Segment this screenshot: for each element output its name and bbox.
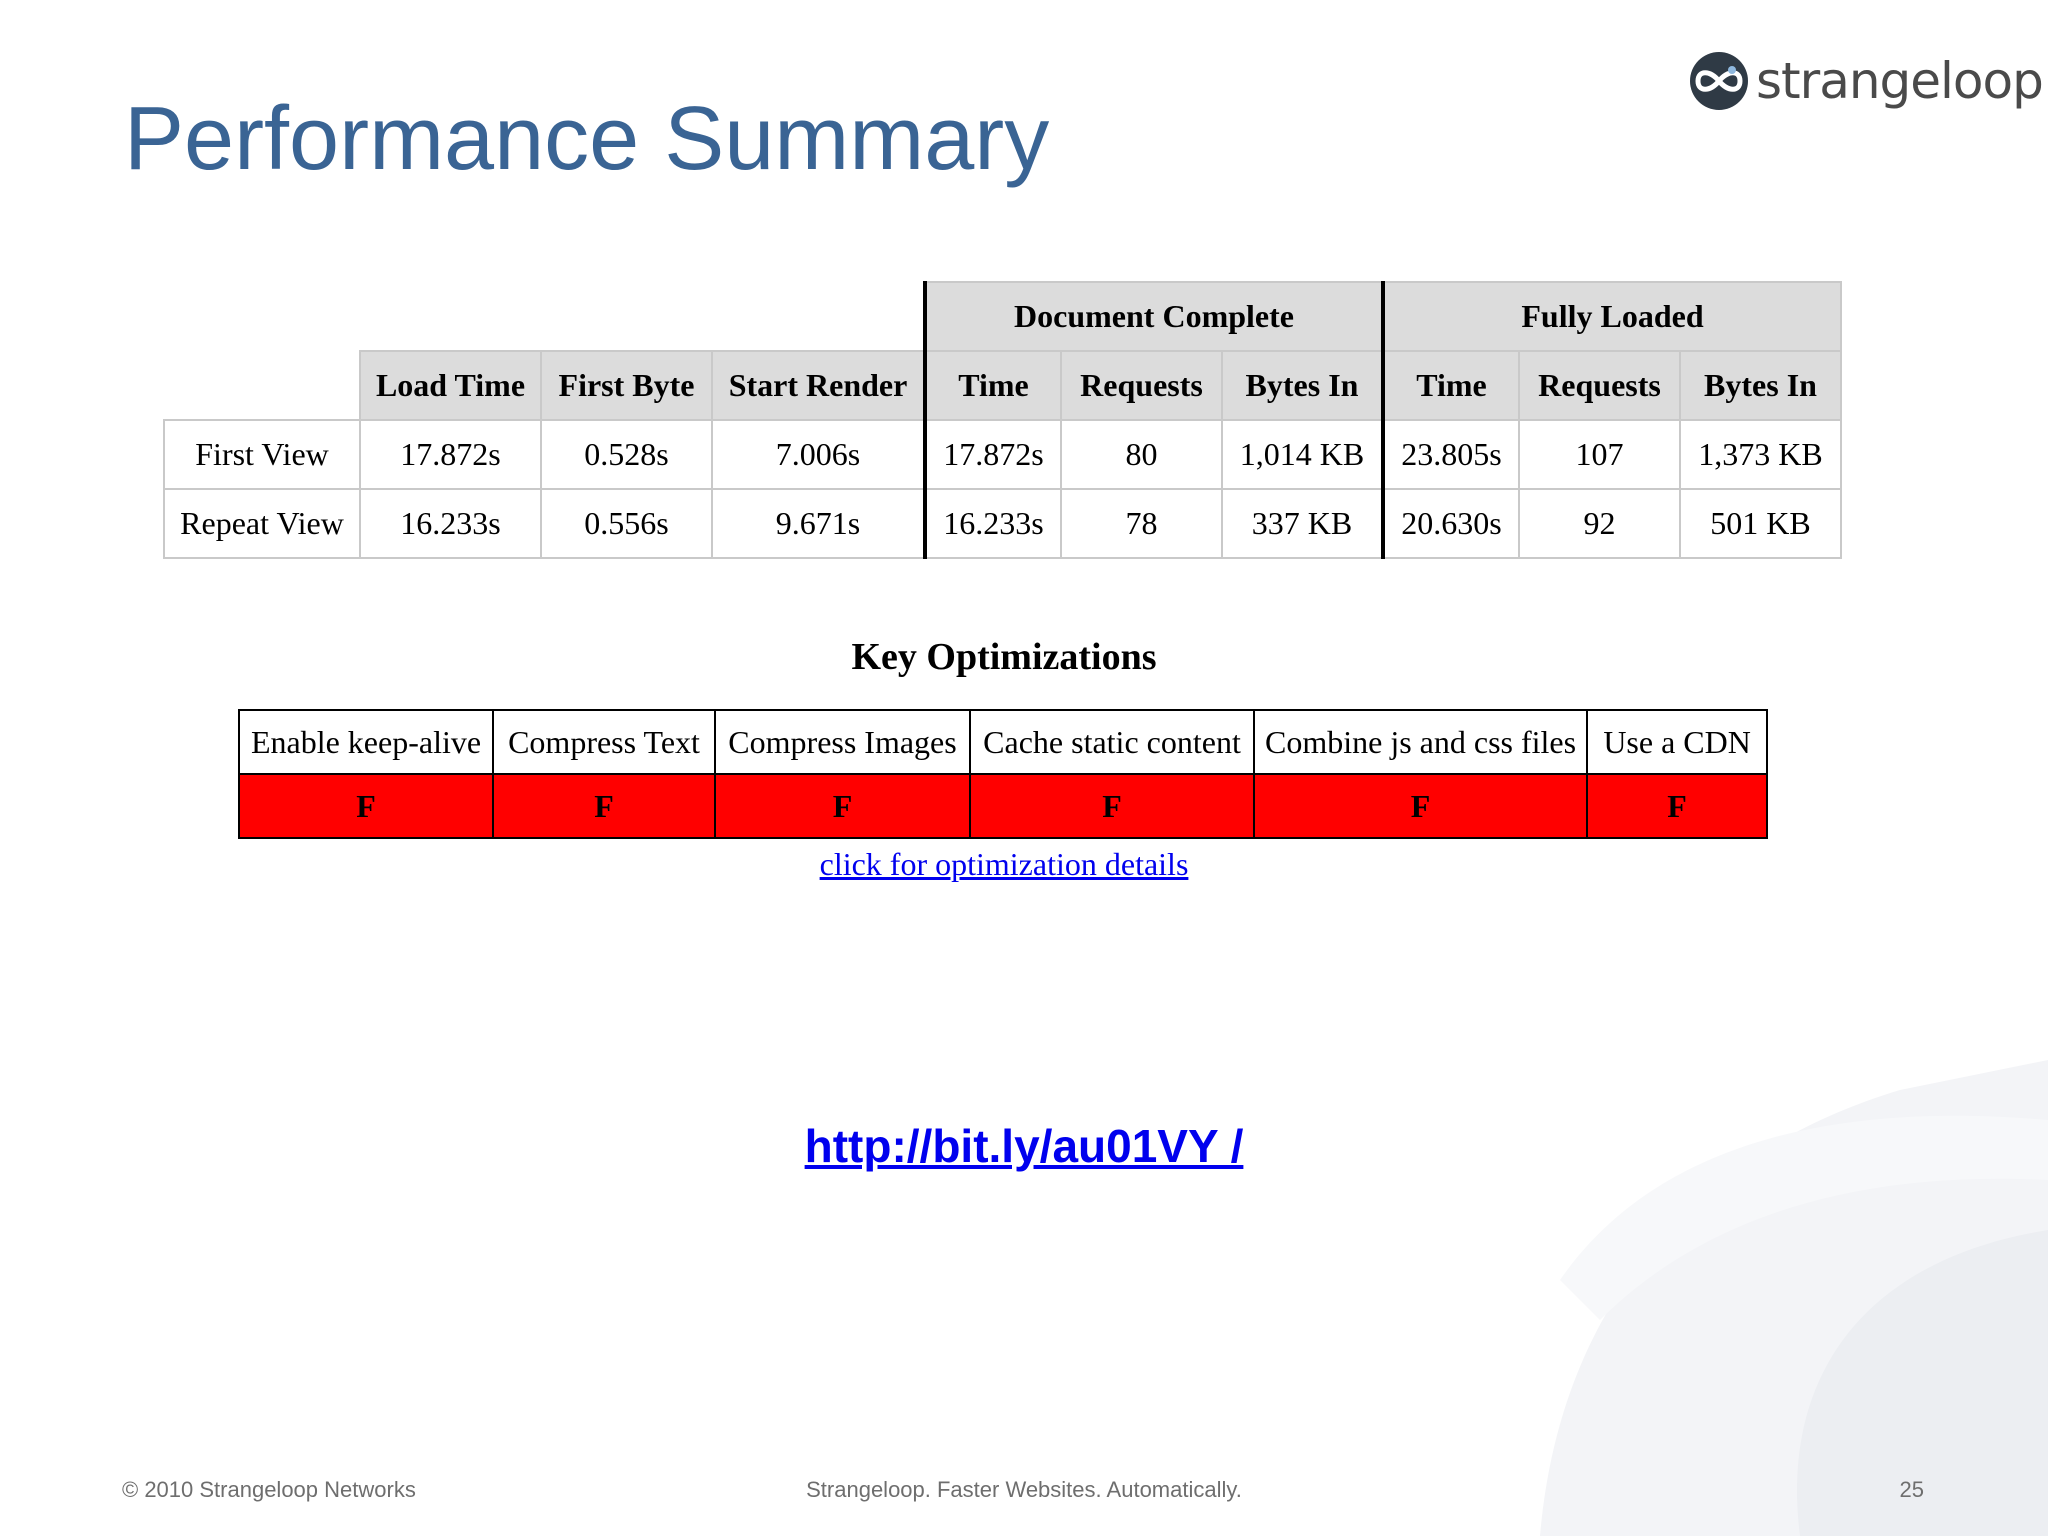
blank-corner-cell <box>164 282 925 351</box>
table-row: First View 17.872s 0.528s 7.006s 17.872s… <box>163 419 1842 490</box>
column-header-doc-time: Time <box>923 350 1062 421</box>
optimization-header: Compress Text <box>492 709 716 775</box>
column-header-load-time: Load Time <box>359 350 542 421</box>
slide-title: Performance Summary <box>124 89 1050 189</box>
table-cell: 78 <box>1060 488 1223 559</box>
table-cell: 9.671s <box>711 488 926 559</box>
row-label: First View <box>163 419 361 490</box>
table-cell: 17.872s <box>923 419 1062 490</box>
optimization-header-row: Enable keep-alive Compress Text Compress… <box>238 709 1769 775</box>
grade-cell: F <box>492 773 716 839</box>
table-cell: 0.528s <box>540 419 713 490</box>
logo-wordmark: strangeloop <box>1756 52 2044 110</box>
table-cell: 337 KB <box>1221 488 1384 559</box>
table-cell: 1,373 KB <box>1679 419 1842 490</box>
footer-tagline: Strangeloop. Faster Websites. Automatica… <box>806 1477 1242 1502</box>
column-header-start-render: Start Render <box>711 350 926 421</box>
group-header-row: Document Complete Fully Loaded <box>164 281 1842 352</box>
optimization-grade-row: F F F F F F <box>238 773 1769 839</box>
column-header-doc-bytes-in: Bytes In <box>1221 350 1384 421</box>
page-number: 25 <box>1899 1477 1924 1502</box>
row-label: Repeat View <box>163 488 361 559</box>
footer-copyright: © 2010 Strangeloop Networks <box>122 1477 416 1502</box>
optimization-details-link[interactable]: click for optimization details <box>819 846 1189 882</box>
short-url-link[interactable]: http://bit.ly/au01VY / <box>804 1120 1244 1172</box>
grade-cell: F <box>969 773 1255 839</box>
table-cell: 107 <box>1518 419 1681 490</box>
column-header-doc-requests: Requests <box>1060 350 1223 421</box>
column-header-row: Load Time First Byte Start Render Time R… <box>164 350 1842 421</box>
optimization-header: Use a CDN <box>1586 709 1769 775</box>
key-optimizations-table: Enable keep-alive Compress Text Compress… <box>238 709 1769 839</box>
key-optimizations-title: Key Optimizations <box>851 636 1157 678</box>
strangeloop-logo-icon <box>1690 52 1748 110</box>
table-cell: 0.556s <box>540 488 713 559</box>
table-row: Repeat View 16.233s 0.556s 9.671s 16.233… <box>163 488 1842 559</box>
optimization-header: Combine js and css files <box>1252 709 1589 775</box>
table-cell: 17.872s <box>359 419 542 490</box>
table-cell: 501 KB <box>1679 488 1842 559</box>
table-cell: 80 <box>1060 419 1223 490</box>
optimization-header: Enable keep-alive <box>238 709 494 775</box>
grade-cell: F <box>1586 773 1769 839</box>
table-cell: 16.233s <box>923 488 1062 559</box>
table-cell: 7.006s <box>711 419 926 490</box>
optimization-header: Cache static content <box>969 709 1255 775</box>
grade-cell: F <box>238 773 494 839</box>
grade-cell: F <box>714 773 971 839</box>
table-cell: 16.233s <box>359 488 542 559</box>
column-header-full-requests: Requests <box>1518 350 1681 421</box>
strangeloop-logo: strangeloop <box>1688 46 2044 116</box>
column-header-full-bytes-in: Bytes In <box>1679 350 1842 421</box>
blank-label-cell <box>164 351 360 420</box>
optimization-header: Compress Images <box>714 709 971 775</box>
group-header-fully-loaded: Fully Loaded <box>1381 281 1842 352</box>
group-header-document-complete: Document Complete <box>923 281 1384 352</box>
table-cell: 23.805s <box>1381 419 1520 490</box>
grade-cell: F <box>1252 773 1589 839</box>
table-cell: 1,014 KB <box>1221 419 1384 490</box>
performance-summary-table: Document Complete Fully Loaded Load Time… <box>163 281 1842 559</box>
table-cell: 20.630s <box>1381 488 1520 559</box>
column-header-full-time: Time <box>1381 350 1520 421</box>
column-header-first-byte: First Byte <box>540 350 713 421</box>
table-cell: 92 <box>1518 488 1681 559</box>
